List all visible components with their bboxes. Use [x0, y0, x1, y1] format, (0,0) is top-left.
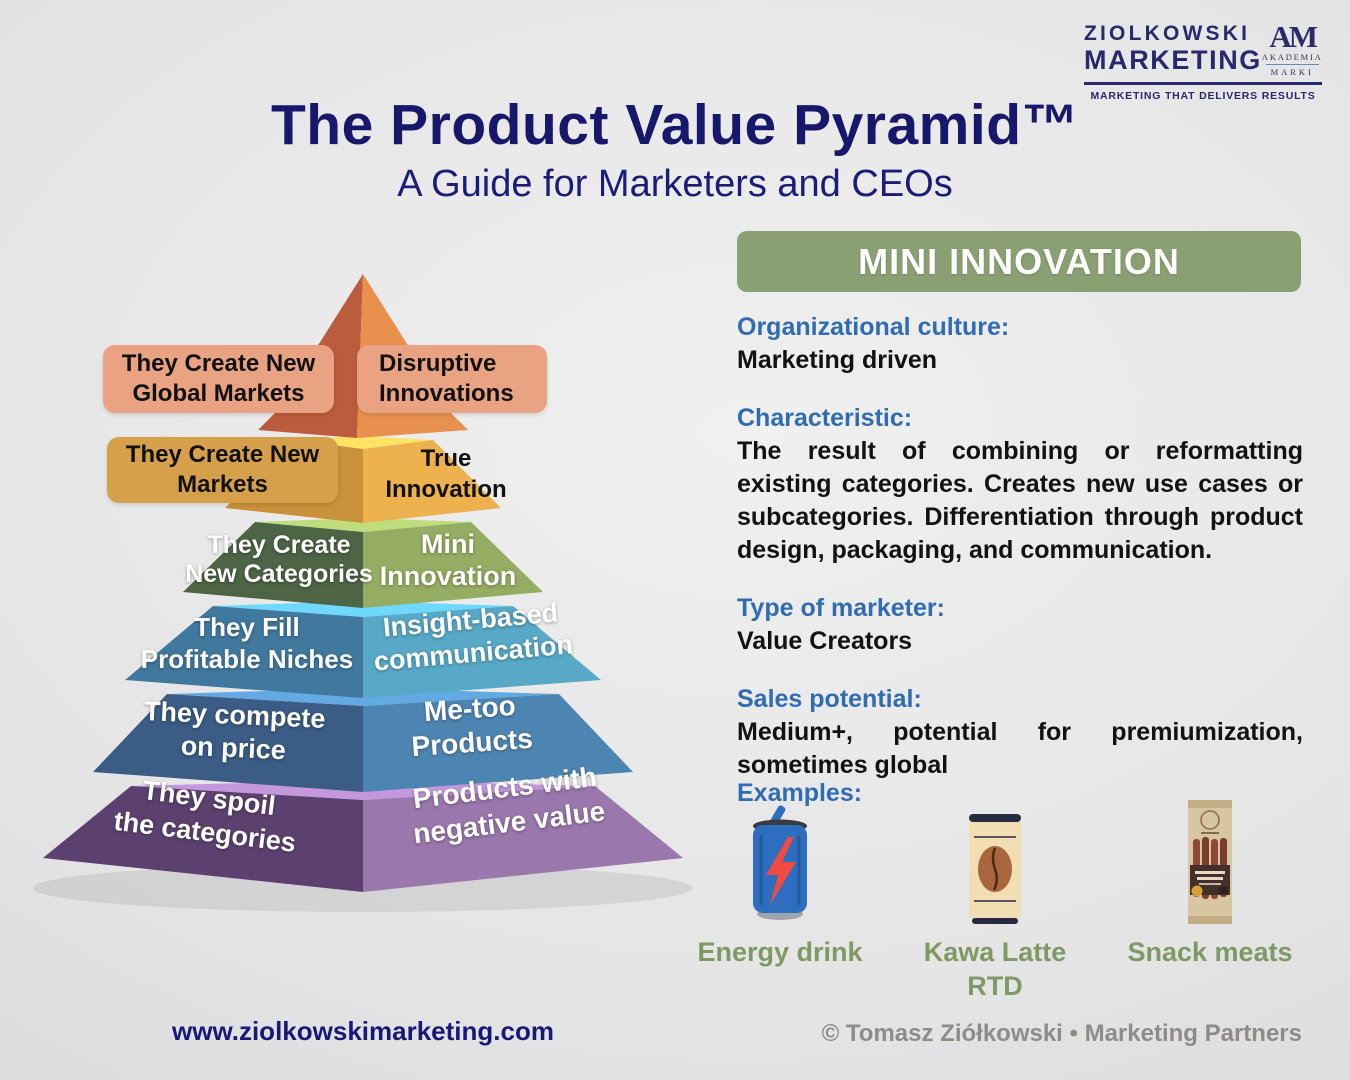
pyramid-left-face-6	[43, 786, 363, 892]
page-subtitle: A Guide for Marketers and CEOs	[397, 163, 953, 205]
example-energy-drink: Energy drink	[690, 795, 870, 969]
company-logo: ZIOLKOWSKI MARKETING AM AKADEMIA MARKI M…	[1084, 19, 1323, 102]
section-body: Medium+, potential for premiumization, s…	[737, 718, 1303, 779]
akademia-label: AKADEMIA	[1261, 52, 1323, 62]
pyramid-top-face-4	[213, 601, 513, 617]
pyramid-label-true-innovation: True Innovation	[385, 445, 507, 503]
example-label: Energy drink	[697, 937, 863, 967]
example-snack-meats: Snack meats	[1120, 795, 1300, 969]
pyramid-right-face-2	[363, 440, 501, 523]
am-monogram-icon: AM	[1269, 19, 1318, 54]
logo-tagline: MARKETING THAT DELIVERS RESULTS	[1090, 90, 1316, 102]
pyramid-right-face-3	[363, 522, 543, 608]
latte-can-icon	[962, 795, 1028, 927]
pyramid-left-face-3	[183, 522, 363, 608]
section-heading: Type of marketer:	[737, 594, 945, 622]
logo-name-line2: MARKETING	[1084, 45, 1262, 75]
website-link[interactable]: www.ziolkowskimarketing.com	[172, 1016, 554, 1046]
example-label: Kawa Latte RTD	[923, 937, 1067, 1001]
pyramid-label-compete-on-price: They compete on price	[143, 696, 327, 766]
pyramid-label-mini-innovation: Mini Innovation	[379, 529, 517, 591]
example-label: Snack meats	[1127, 937, 1293, 967]
logo-wordmark: ZIOLKOWSKI MARKETING	[1084, 22, 1262, 74]
energy-drink-can-icon	[738, 795, 822, 927]
example-kawa-latte-rtd: Kawa Latte RTD	[905, 795, 1085, 1003]
logo-divider	[1084, 82, 1322, 85]
pyramid-top-face-3	[255, 518, 471, 532]
section-heading: Organizational culture:	[737, 313, 1010, 341]
pyramid-left-face-5	[93, 694, 363, 792]
section-heading: Characteristic:	[737, 404, 913, 432]
panel-title-banner: MINI INNOVATION	[737, 231, 1301, 292]
page-title: The Product Value Pyramid™	[270, 93, 1080, 157]
pyramid-right-face-4	[363, 606, 601, 698]
logo-name-line1: ZIOLKOWSKI	[1084, 22, 1251, 45]
section-body: Value Creators	[737, 627, 913, 655]
section-body: The result of combining or reformatting …	[737, 437, 1303, 564]
pyramid-label-profitable-niches: They Fill Profitable Niches	[140, 612, 354, 674]
meat-snack-pack-icon	[1179, 795, 1241, 927]
pyramid-right-face-6	[363, 786, 683, 892]
pyramid-label-box-disruptive-innovations: Disruptive Innovations	[357, 345, 547, 413]
product-value-pyramid: They Create New Global Markets Disruptiv…	[0, 240, 720, 940]
monogram-divider	[1265, 64, 1319, 65]
pyramid-left-face-1	[258, 274, 363, 438]
akademia-marki-monogram: AM AKADEMIA MARKI	[1261, 19, 1323, 77]
pyramid-label-box-global-markets: They Create New Global Markets	[103, 345, 334, 413]
section-characteristic: Characteristic: The result of combining …	[737, 403, 1303, 567]
pyramid-left-face-4	[125, 606, 363, 698]
section-organizational-culture: Organizational culture: Marketing driven	[737, 312, 1303, 377]
copyright-credit: © Tomasz Ziółkowski • Marketing Partners	[821, 1020, 1302, 1047]
section-heading: Sales potential:	[737, 685, 922, 713]
panel-sections: Organizational culture: Marketing driven…	[737, 312, 1303, 782]
examples-heading: Examples:	[737, 779, 863, 807]
marki-label: MARKI	[1270, 67, 1314, 77]
pyramid-label-new-categories: They Create New Categories	[185, 531, 373, 588]
pyramid-right-face-5	[363, 694, 633, 792]
section-sales-potential: Sales potential: Medium+, potential for …	[737, 684, 1303, 782]
pyramid-label-box-new-markets: They Create New Markets	[107, 437, 338, 503]
section-type-of-marketer: Type of marketer: Value Creators	[737, 593, 1303, 658]
section-body: Marketing driven	[737, 346, 938, 374]
